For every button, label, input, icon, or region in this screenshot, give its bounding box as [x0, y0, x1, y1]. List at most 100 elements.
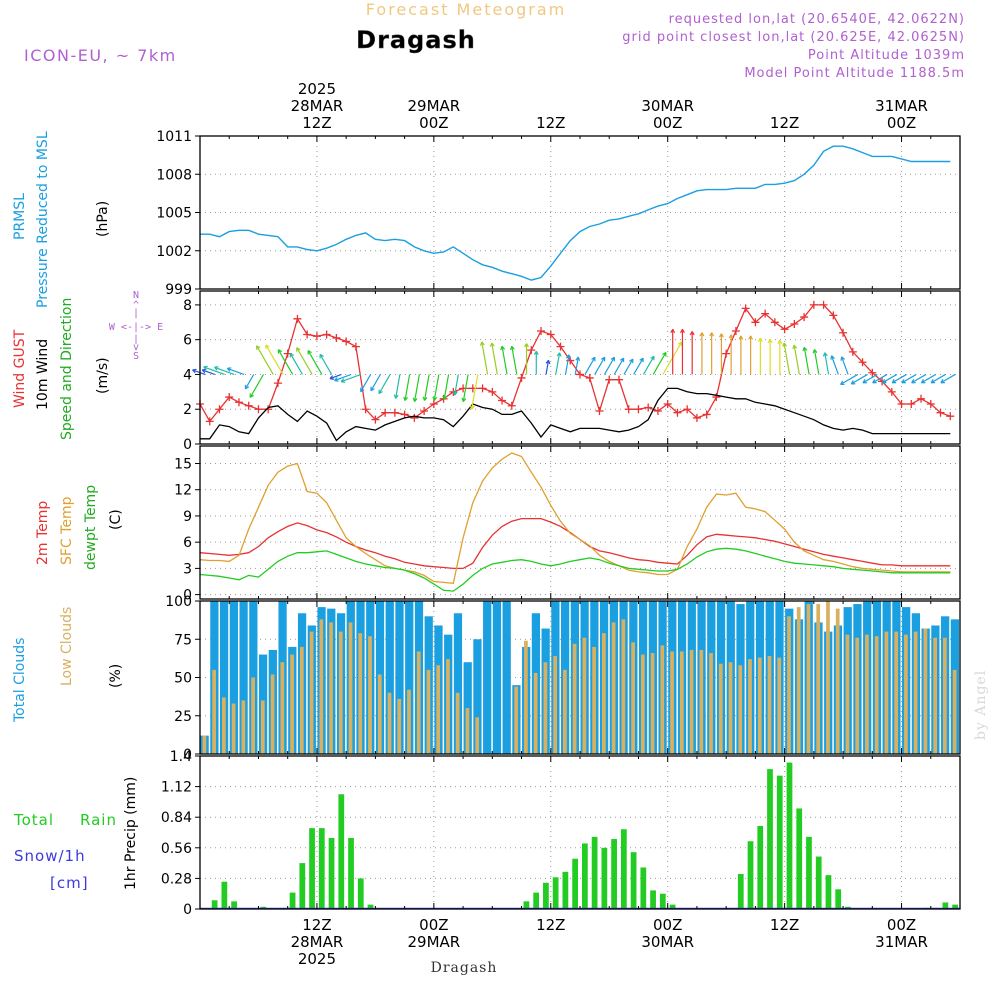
gust-marker: [809, 300, 818, 309]
y-tick-label: 0: [183, 588, 192, 604]
bar-low-clouds: [280, 662, 285, 754]
bar-total-clouds: [473, 639, 482, 754]
wind-arrow-head: [610, 356, 616, 362]
wind-arrow: [360, 374, 372, 392]
gust-marker: [342, 337, 351, 346]
wind-arrow: [227, 367, 245, 376]
bar-low-clouds: [787, 616, 791, 754]
wind-arrow: [289, 353, 303, 375]
bar-rain: [533, 892, 540, 909]
bar-low-clouds: [202, 735, 207, 754]
bar-low-clouds: [631, 642, 635, 754]
bar-rain: [796, 808, 803, 909]
bar-low-clouds: [260, 700, 265, 754]
location-title: Dragash: [356, 26, 476, 54]
bar-rain: [747, 841, 754, 909]
gust-marker: [790, 320, 799, 329]
wind-arrow: [378, 374, 391, 394]
gust-marker: [234, 398, 243, 407]
wind-arrow: [555, 352, 561, 375]
wind-arrow: [423, 374, 430, 401]
gust-marker: [205, 417, 214, 426]
wind-arrow-head: [881, 379, 887, 384]
series-line-wind: [200, 387, 951, 442]
y-tick-label: 1.4: [170, 749, 192, 765]
bar-low-clouds: [407, 689, 411, 754]
bar-rain: [669, 904, 676, 909]
wind-arrow-head: [911, 379, 916, 384]
gust-marker: [780, 325, 789, 334]
wind-arrow: [633, 357, 644, 375]
wind-arrow-head: [850, 380, 856, 385]
gust-marker: [215, 405, 224, 414]
wind-arrow-head: [277, 349, 283, 354]
bar-low-clouds: [640, 654, 645, 754]
bar-rain: [620, 829, 627, 909]
bar-rain: [357, 878, 364, 909]
gust-marker: [488, 387, 497, 396]
bar-rain: [591, 836, 598, 909]
bar-low-clouds: [436, 665, 441, 754]
wind-arrow: [564, 354, 570, 375]
bar-low-clouds: [397, 698, 402, 754]
wind-arrow-head: [677, 341, 683, 346]
y-tick-label: 15: [174, 456, 192, 472]
wind-arrow-head: [442, 395, 448, 400]
y-tick-label: 0.84: [161, 810, 192, 826]
labels-temperature: 2m Temp SFC Temp dewpt Temp (C): [35, 485, 124, 570]
model-label: ICON-EU, ~ 7km: [24, 46, 177, 65]
time-label-bottom: 29MAR: [407, 933, 460, 951]
bar-low-clouds: [816, 604, 821, 754]
wind-arrow: [307, 350, 323, 375]
bar-low-clouds: [913, 631, 918, 754]
gust-marker: [761, 309, 770, 318]
gust-marker: [644, 403, 653, 412]
wind-arrow: [862, 373, 878, 384]
gust-marker: [332, 333, 341, 342]
wind-arrow: [395, 374, 401, 399]
wind-arrow: [642, 355, 655, 375]
series-line-prmsl: [200, 145, 951, 281]
gust-marker: [800, 313, 809, 322]
compass-up: ^: [133, 300, 139, 311]
bar-low-clouds: [221, 697, 226, 754]
gust-marker: [381, 408, 390, 417]
bar-rain: [338, 794, 345, 909]
wind-arrow: [841, 356, 849, 375]
gust-marker: [351, 342, 360, 351]
time-label-bottom: 2025: [298, 950, 336, 968]
wind-arrow-head: [432, 396, 438, 401]
bar-low-clouds: [601, 633, 606, 754]
bar-total-clouds: [483, 601, 492, 754]
bar-low-clouds: [923, 628, 928, 754]
label-clouds-unit: (%): [108, 664, 124, 688]
gust-marker: [819, 300, 828, 309]
bar-low-clouds: [718, 663, 723, 754]
label-wind-unit: (m/s): [95, 357, 111, 394]
wind-arrow-head: [509, 345, 515, 351]
time-label-top: 28MAR: [291, 97, 344, 115]
bar-low-clouds: [465, 708, 470, 754]
wind-arrow-head: [748, 335, 754, 340]
compass-s: S: [133, 351, 139, 362]
bar-total-clouds: [219, 601, 229, 754]
bar-low-clouds: [826, 601, 830, 754]
bar-rain: [611, 839, 617, 909]
wind-arrow-head: [249, 393, 254, 398]
bar-low-clouds: [835, 608, 840, 754]
wind-arrow-head: [360, 387, 365, 393]
wind-arrow-head: [738, 335, 744, 340]
wind-arrow: [202, 369, 215, 376]
bar-total-clouds: [405, 601, 414, 754]
wind-arrow: [249, 374, 264, 398]
wind-arrow: [413, 374, 420, 402]
bar-low-clouds: [543, 662, 548, 754]
bar-rain: [231, 901, 237, 909]
panel-2: 0 2 4 6 8: [183, 291, 960, 453]
wind-arrow-head: [575, 356, 581, 362]
bar-low-clouds: [865, 634, 869, 754]
info-line-1: requested lon,lat (20.6540E, 42.0622N): [669, 12, 965, 27]
wind-arrow-head: [192, 368, 197, 374]
gust-marker: [946, 412, 955, 421]
